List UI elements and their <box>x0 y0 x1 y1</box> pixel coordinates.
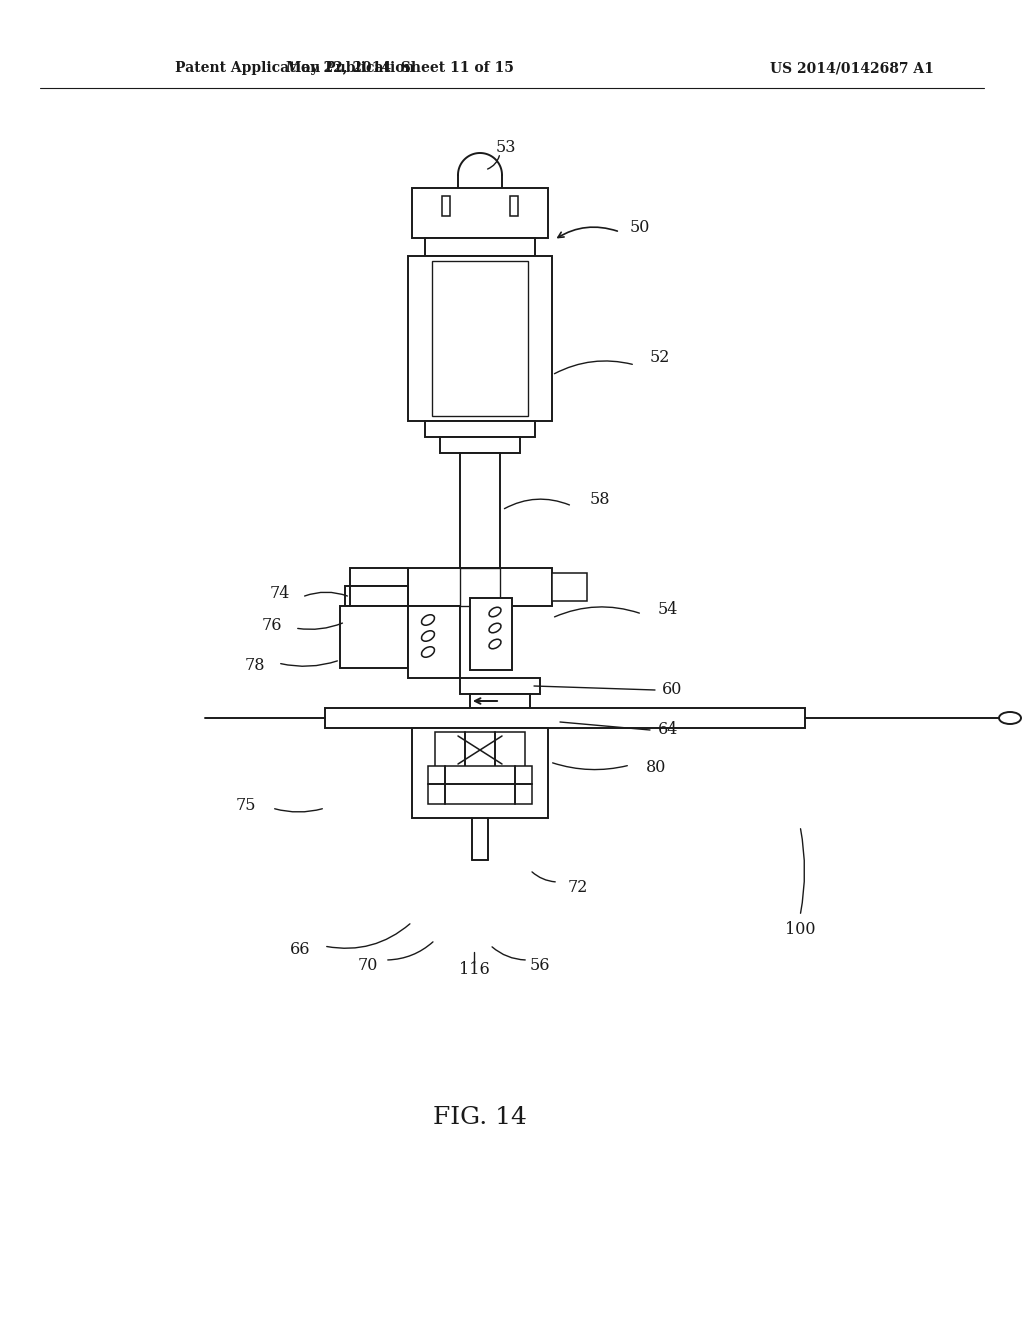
Text: 72: 72 <box>568 879 588 896</box>
Ellipse shape <box>999 711 1021 723</box>
Bar <box>428 766 532 804</box>
Bar <box>408 606 460 678</box>
Text: May 22, 2014  Sheet 11 of 15: May 22, 2014 Sheet 11 of 15 <box>286 61 514 75</box>
Text: US 2014/0142687 A1: US 2014/0142687 A1 <box>770 61 934 75</box>
Bar <box>408 256 552 421</box>
Ellipse shape <box>489 607 501 616</box>
Text: 75: 75 <box>236 797 256 814</box>
Bar <box>325 708 805 729</box>
Text: 70: 70 <box>357 957 378 974</box>
Bar <box>345 586 408 606</box>
Text: 74: 74 <box>269 586 290 602</box>
Ellipse shape <box>422 647 434 657</box>
Bar <box>460 568 500 606</box>
Bar <box>425 421 535 437</box>
Text: 50: 50 <box>630 219 650 236</box>
Bar <box>432 261 528 416</box>
Bar <box>552 573 587 601</box>
Text: 116: 116 <box>459 961 489 978</box>
Bar <box>460 453 500 568</box>
Bar <box>408 568 552 606</box>
Ellipse shape <box>489 623 501 632</box>
Text: 64: 64 <box>657 722 678 738</box>
Text: 100: 100 <box>784 921 815 939</box>
Bar <box>412 187 548 238</box>
Text: 52: 52 <box>650 350 670 367</box>
Text: 76: 76 <box>262 616 283 634</box>
Bar <box>440 437 520 453</box>
Text: 80: 80 <box>646 759 667 776</box>
Ellipse shape <box>422 631 434 642</box>
Bar <box>442 195 450 216</box>
Text: 58: 58 <box>590 491 610 508</box>
Text: 78: 78 <box>245 656 265 673</box>
Ellipse shape <box>489 639 501 648</box>
Bar <box>510 195 518 216</box>
Text: FIG. 14: FIG. 14 <box>433 1106 527 1130</box>
Bar <box>460 678 540 694</box>
Bar <box>470 694 530 708</box>
Ellipse shape <box>422 615 434 626</box>
Text: 54: 54 <box>657 602 678 619</box>
Text: 53: 53 <box>496 139 516 156</box>
Text: Patent Application Publication: Patent Application Publication <box>175 61 415 75</box>
Bar <box>340 606 408 668</box>
Text: 66: 66 <box>290 941 310 958</box>
Bar <box>470 598 512 671</box>
Text: 56: 56 <box>529 957 550 974</box>
Bar <box>350 568 408 586</box>
Bar <box>435 733 525 767</box>
Bar <box>412 729 548 818</box>
Bar <box>425 238 535 256</box>
Text: 60: 60 <box>662 681 682 698</box>
